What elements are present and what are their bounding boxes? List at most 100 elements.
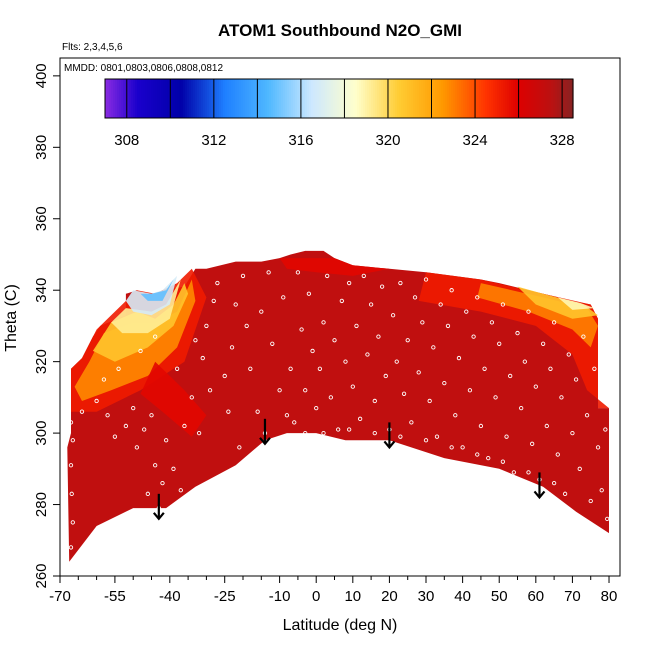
colorbar-cell	[189, 79, 192, 118]
observation-point-47	[310, 348, 315, 354]
colorbar-cell	[293, 79, 296, 118]
observation-point-108	[533, 384, 538, 389]
colorbar-cell	[341, 79, 344, 118]
colorbar-cell	[397, 79, 400, 118]
observation-point-69	[390, 313, 396, 318]
colorbar-cell	[263, 79, 266, 118]
colorbar-cell	[455, 79, 458, 118]
colorbar-cell	[475, 79, 478, 118]
colorbar-cell	[287, 79, 290, 118]
field-region-10	[140, 361, 207, 437]
colorbar-cell	[425, 79, 428, 118]
x-tick-label: -25	[214, 588, 236, 605]
colorbar-cell	[121, 79, 124, 118]
observation-point-13	[142, 427, 147, 432]
observation-point-54	[336, 427, 341, 432]
colorbar-cell	[545, 79, 548, 118]
colorbar-cell	[353, 79, 356, 118]
observation-point-78	[423, 277, 429, 282]
observation-point-50	[321, 320, 326, 325]
observation-point-149	[526, 470, 531, 475]
observation-point-76	[416, 370, 421, 375]
colorbar-cell	[417, 79, 420, 118]
colorbar-cell	[311, 79, 314, 118]
colorbar-cell	[219, 79, 222, 118]
observation-point-118	[570, 430, 575, 436]
observation-point-72	[401, 391, 407, 396]
y-tick-label: 400	[33, 63, 50, 88]
arrow-head	[259, 437, 271, 446]
observation-point-19	[163, 438, 169, 443]
observation-point-2	[69, 491, 74, 496]
observation-point-60	[357, 416, 363, 421]
colorbar-cell	[171, 79, 174, 118]
colorbar-cell	[215, 79, 218, 118]
colorbar-cell	[143, 79, 146, 118]
colorbar-cell	[551, 79, 554, 118]
observation-point-92	[475, 295, 480, 300]
heatmap-field	[67, 250, 610, 562]
observation-point-41	[288, 366, 293, 371]
colorbar-cell	[153, 79, 156, 118]
observation-point-146	[449, 445, 454, 450]
colorbar-cell	[553, 79, 556, 118]
observation-point-132	[153, 334, 158, 339]
observation-point-140	[303, 430, 308, 436]
colorbar-cell	[401, 79, 404, 118]
observation-point-90	[467, 388, 473, 393]
field-region-7	[477, 283, 598, 348]
colorbar-cell	[419, 79, 422, 118]
colorbar-cell	[461, 79, 464, 118]
colorbar-cell	[231, 79, 234, 118]
observation-point-112	[548, 366, 553, 371]
colorbar-cell	[525, 79, 528, 118]
observation-point-130	[116, 366, 121, 371]
colorbar-cell	[131, 79, 134, 118]
colorbar-cell	[465, 79, 468, 118]
observation-point-126	[599, 488, 604, 493]
observation-point-20	[171, 466, 176, 471]
colorbar-cell	[285, 79, 288, 118]
colorbar-cell	[563, 79, 566, 118]
colorbar-cell	[269, 79, 272, 118]
colorbar-cell	[155, 79, 158, 118]
colorbar-cell	[469, 79, 472, 118]
x-tick-label: -10	[269, 588, 291, 605]
colorbar-cell	[443, 79, 446, 118]
observation-points	[68, 270, 610, 550]
field-region-3	[111, 279, 181, 334]
colorbar-cell	[497, 79, 500, 118]
colorbar-cell	[487, 79, 490, 118]
observation-point-0	[68, 545, 74, 550]
colorbar-cell	[381, 79, 384, 118]
colorbar-cell	[463, 79, 466, 118]
observation-point-37	[266, 270, 271, 275]
observation-point-30	[229, 345, 235, 350]
observation-point-124	[592, 366, 597, 371]
observation-point-38	[270, 341, 275, 346]
observation-point-53	[332, 338, 337, 343]
colorbar-cell	[193, 79, 196, 118]
colorbar-cell	[335, 79, 338, 118]
colorbar-cell	[267, 79, 270, 118]
observation-point-110	[540, 341, 546, 346]
observation-point-48	[314, 405, 319, 411]
colorbar-cell	[255, 79, 258, 118]
colorbar-cell	[537, 79, 540, 118]
colorbar-cell	[259, 79, 262, 118]
x-axis-label: Latitude (deg N)	[283, 617, 398, 634]
colorbar-cell	[113, 79, 116, 118]
colorbar-cell	[327, 79, 330, 118]
colorbar-cell	[491, 79, 494, 118]
colorbar-cell	[535, 79, 538, 118]
colorbar-cell	[519, 79, 522, 118]
observation-point-3	[68, 463, 74, 468]
colorbar-cell	[559, 79, 562, 118]
colorbar-cell	[477, 79, 480, 118]
arrow-head	[533, 490, 546, 500]
colorbar-cell	[453, 79, 456, 118]
colorbar-cell	[541, 79, 544, 118]
colorbar-cell	[201, 79, 204, 118]
colorbar-tick-label: 328	[550, 132, 575, 149]
observation-point-80	[431, 345, 436, 350]
